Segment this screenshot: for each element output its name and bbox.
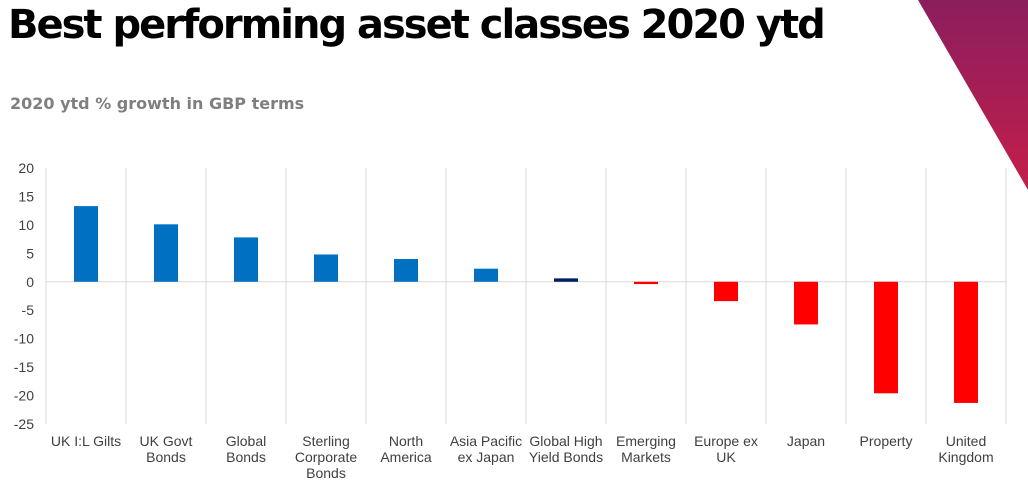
y-tick-label: 5 (26, 245, 34, 261)
bar (954, 281, 978, 403)
x-tick-label: Bonds (146, 449, 186, 465)
x-tick-label: Yield Bonds (529, 449, 603, 465)
corner-triangle (918, 0, 1028, 190)
y-tick-label: -15 (14, 359, 34, 375)
y-tick-label: -25 (14, 416, 34, 432)
bar (634, 281, 658, 285)
x-tick-label: Property (860, 433, 913, 449)
x-tick-label: Corporate (295, 449, 357, 465)
bar (554, 278, 578, 282)
x-tick-label: Bonds (226, 449, 266, 465)
x-tick-label: Asia Pacific (450, 433, 522, 449)
x-tick-label: North (389, 433, 423, 449)
bar (874, 281, 898, 394)
y-tick-label: -10 (14, 331, 34, 347)
bar (74, 206, 98, 282)
y-tick-label: -5 (22, 302, 35, 318)
chart-subtitle: 2020 ytd % growth in GBP terms (10, 94, 305, 113)
x-tick-label: Japan (787, 433, 825, 449)
x-tick-label: Global High (529, 433, 602, 449)
x-tick-label: ex Japan (458, 449, 515, 465)
gridlines (45, 168, 1007, 424)
x-tick-label: UK I:L Gilts (51, 433, 121, 449)
x-tick-label: United (946, 433, 986, 449)
bar (794, 281, 818, 325)
x-axis-labels: UK I:L Gilts UK GovtBondsGlobalBondsSterl… (51, 433, 994, 481)
bar (394, 259, 418, 282)
y-axis-ticks: 20 15 10 5 0 -5 -10 -15 -20 -25 (14, 160, 34, 432)
bar (714, 281, 738, 302)
bar (154, 224, 178, 282)
x-tick-label: Sterling (302, 433, 349, 449)
x-tick-label: Bonds (306, 465, 346, 481)
x-tick-label: Global (226, 433, 266, 449)
x-tick-label: Emerging (616, 433, 676, 449)
x-tick-label: UK Govt (140, 433, 193, 449)
bar (314, 254, 338, 282)
slide-title: Best performing asset classes 2020 ytd (8, 2, 826, 48)
bars (74, 206, 978, 403)
y-tick-label: 20 (18, 160, 34, 176)
x-tick-label: Kingdom (938, 449, 993, 465)
y-tick-label: 0 (26, 274, 34, 290)
x-tick-label: Europe ex (694, 433, 758, 449)
y-tick-label: 15 (18, 188, 34, 204)
bar (234, 237, 258, 282)
x-tick-label: UK (716, 449, 736, 465)
y-tick-label: 10 (18, 217, 34, 233)
bar (474, 268, 498, 282)
x-tick-label: Markets (621, 449, 671, 465)
x-tick-label: America (380, 449, 432, 465)
y-tick-label: -20 (14, 388, 34, 404)
